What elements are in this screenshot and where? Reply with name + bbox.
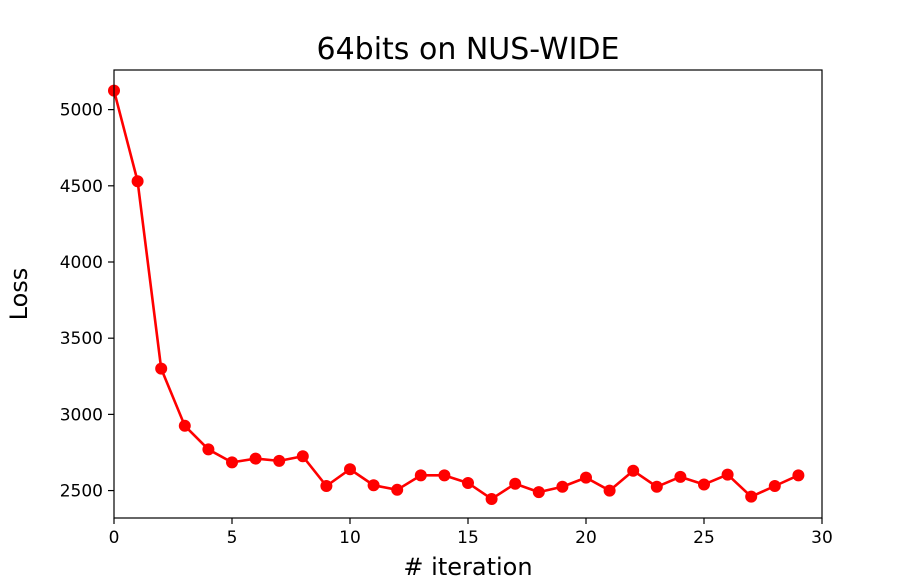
chart-title: 64bits on NUS-WIDE xyxy=(316,32,619,67)
plot-background xyxy=(114,70,822,518)
data-point xyxy=(485,492,498,505)
x-axis-ticks: 0 5 10 15 20 25 30 xyxy=(109,518,833,548)
y-tick-label: 4000 xyxy=(60,253,103,273)
data-point xyxy=(438,469,451,482)
data-point xyxy=(226,456,238,469)
data-point xyxy=(509,477,522,490)
y-tick-label: 3500 xyxy=(60,329,103,349)
y-tick-label: 4500 xyxy=(60,177,103,197)
x-tick-label: 20 xyxy=(575,528,597,548)
data-point xyxy=(178,419,191,432)
y-axis-ticks: 2500 3000 3500 4000 4500 5000 xyxy=(60,101,114,502)
data-point xyxy=(344,463,356,476)
data-point xyxy=(768,480,781,492)
x-axis-title: # iteration xyxy=(403,553,532,581)
x-tick-label: 0 xyxy=(109,528,120,548)
data-point xyxy=(532,486,545,499)
data-point xyxy=(462,476,474,489)
data-point xyxy=(698,478,710,491)
y-tick-label: 2500 xyxy=(60,482,103,502)
y-tick-label: 3000 xyxy=(60,405,103,425)
data-point xyxy=(296,450,309,463)
data-point xyxy=(580,471,592,484)
data-point xyxy=(674,470,687,483)
data-point xyxy=(745,490,758,503)
data-point xyxy=(155,362,168,375)
data-point xyxy=(650,480,663,493)
data-point xyxy=(320,480,333,492)
y-axis-title: Loss xyxy=(5,268,33,321)
x-tick-label: 15 xyxy=(457,528,479,548)
y-tick-label: 5000 xyxy=(60,101,103,121)
data-point xyxy=(603,484,616,497)
series-layer xyxy=(108,84,805,505)
x-tick-label: 5 xyxy=(227,528,238,548)
data-point xyxy=(792,469,805,482)
data-point xyxy=(202,443,215,456)
data-point xyxy=(721,468,734,481)
x-tick-label: 10 xyxy=(339,528,361,548)
data-point xyxy=(249,452,262,465)
data-point xyxy=(367,479,380,492)
x-tick-label: 30 xyxy=(811,528,833,548)
data-point xyxy=(556,480,569,493)
data-point xyxy=(414,469,427,482)
x-tick-label: 25 xyxy=(693,528,715,548)
data-point xyxy=(273,454,286,467)
data-point xyxy=(627,464,640,477)
data-point xyxy=(131,175,144,188)
data-point xyxy=(391,483,404,496)
